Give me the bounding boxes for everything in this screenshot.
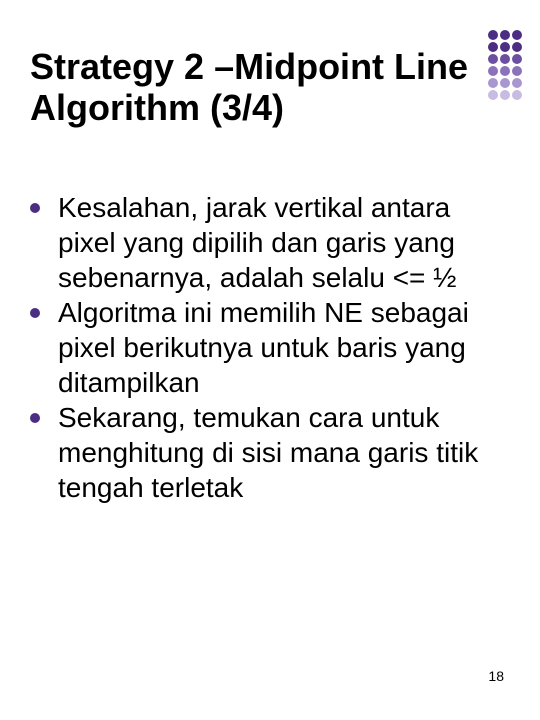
list-item: Algoritma ini memilih NE sebagai pixel b… (30, 295, 510, 400)
deco-row (488, 78, 522, 88)
list-item-text: Sekarang, temukan cara untuk menghitung … (58, 400, 510, 505)
deco-dot (512, 66, 522, 76)
slide: Strategy 2 –Midpoint Line Algorithm (3/4… (0, 0, 540, 720)
list-item-text: Algoritma ini memilih NE sebagai pixel b… (58, 295, 510, 400)
deco-row (488, 54, 522, 64)
bullet-icon (30, 308, 40, 318)
slide-body: Kesalahan, jarak vertikal antara pixel y… (30, 190, 510, 505)
decorative-dots (488, 30, 522, 100)
bullet-icon (30, 203, 40, 213)
deco-dot (500, 66, 510, 76)
slide-title: Strategy 2 –Midpoint Line Algorithm (3/4… (30, 46, 490, 129)
deco-dot (512, 78, 522, 88)
deco-dot (500, 90, 510, 100)
deco-dot (500, 78, 510, 88)
deco-dot (512, 54, 522, 64)
deco-row (488, 90, 522, 100)
list-item: Kesalahan, jarak vertikal antara pixel y… (30, 190, 510, 295)
list-item: Sekarang, temukan cara untuk menghitung … (30, 400, 510, 505)
deco-dot (488, 30, 498, 40)
deco-dot (500, 42, 510, 52)
deco-row (488, 42, 522, 52)
deco-row (488, 30, 522, 40)
deco-dot (500, 54, 510, 64)
deco-row (488, 66, 522, 76)
deco-dot (512, 42, 522, 52)
deco-dot (512, 30, 522, 40)
list-item-text: Kesalahan, jarak vertikal antara pixel y… (58, 190, 510, 295)
deco-dot (512, 90, 522, 100)
page-number: 18 (488, 668, 504, 684)
deco-dot (500, 30, 510, 40)
bullet-icon (30, 413, 40, 423)
